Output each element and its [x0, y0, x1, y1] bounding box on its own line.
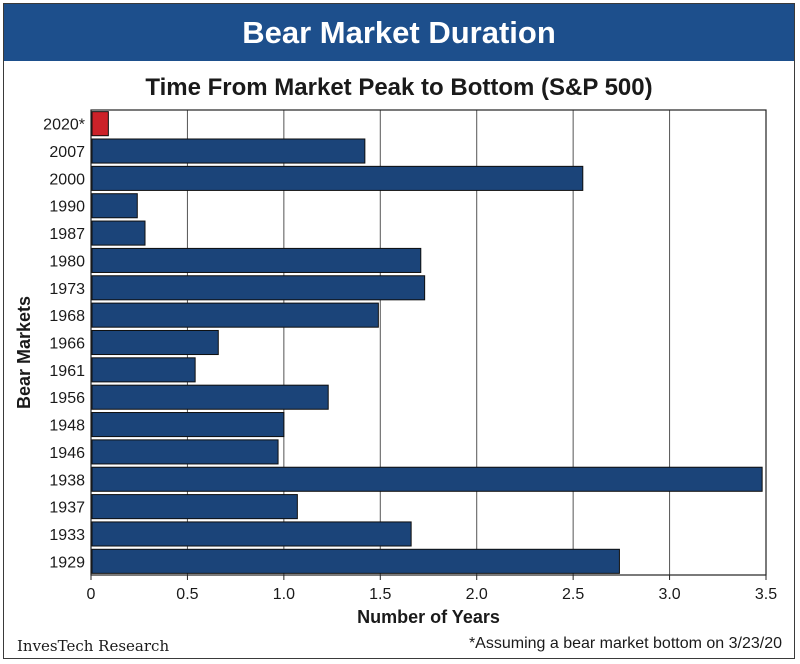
x-axis-label: Number of Years	[357, 607, 500, 627]
bar-1980	[91, 247, 422, 273]
y-tick-label: 1948	[49, 418, 85, 435]
y-tick-label: 1933	[49, 527, 85, 544]
bar-2020	[91, 111, 109, 137]
bar-1961	[91, 357, 196, 383]
x-tick-label: 1.0	[273, 586, 295, 603]
y-tick-label: 1990	[49, 199, 85, 216]
y-tick-label: 1987	[49, 226, 85, 243]
bars	[91, 111, 763, 574]
y-tick-label: 1966	[49, 336, 85, 353]
bar-1938	[91, 466, 763, 492]
y-tick-label: 1980	[49, 253, 85, 270]
chart-title: Time From Market Peak to Bottom (S&P 500…	[145, 74, 653, 101]
y-tick-labels: 2020* 2007 2000 1990 1987 1980 1973 1968 1966 196…	[43, 117, 85, 572]
y-tick-label: 1956	[49, 390, 85, 407]
y-tick-label: 1938	[49, 472, 85, 489]
y-tick-label: 2000	[49, 171, 85, 188]
bar-2007	[91, 138, 366, 164]
x-tick-labels: 0 0.5 1.0 1.5 2.0 2.5 3.0 3.5	[87, 586, 778, 603]
y-tick-label: 2007	[49, 144, 85, 161]
y-tick-label: 1929	[49, 554, 85, 571]
y-tick-label: 1946	[49, 445, 85, 462]
bar-1990	[91, 193, 138, 219]
x-tick-label: 2.5	[562, 586, 584, 603]
x-tick-label: 0.5	[176, 586, 198, 603]
y-tick-label: 2020*	[43, 117, 85, 134]
bar-1987	[91, 220, 146, 246]
y-axis-label: Bear Markets	[14, 296, 34, 409]
y-tick-label: 1968	[49, 308, 85, 325]
y-tick-label: 1937	[49, 500, 85, 517]
banner-title: Bear Market Duration	[4, 4, 794, 61]
footnote: *Assuming a bear market bottom on 3/23/2…	[468, 635, 782, 652]
x-tick-label: 3.0	[658, 586, 680, 603]
bar-1973	[91, 275, 426, 301]
x-tick-label: 2.0	[466, 586, 488, 603]
bar-1929	[91, 548, 620, 574]
x-tick-label: 0	[87, 586, 96, 603]
x-tick-label: 1.5	[369, 586, 391, 603]
bar-1968	[91, 302, 379, 328]
bar-2000	[91, 165, 584, 191]
bar-1966	[91, 329, 219, 356]
bar-1937	[91, 494, 298, 520]
plot-border	[90, 109, 767, 576]
y-tick-label: 1973	[49, 281, 85, 298]
bar-1946	[91, 439, 279, 465]
bar-1933	[91, 521, 412, 547]
source-label: InvesTech Research	[17, 637, 170, 655]
bar-1956	[91, 384, 329, 410]
x-tick-label: 3.5	[755, 586, 777, 603]
y-tick-label: 1961	[49, 363, 85, 380]
bar-1948	[91, 412, 285, 438]
